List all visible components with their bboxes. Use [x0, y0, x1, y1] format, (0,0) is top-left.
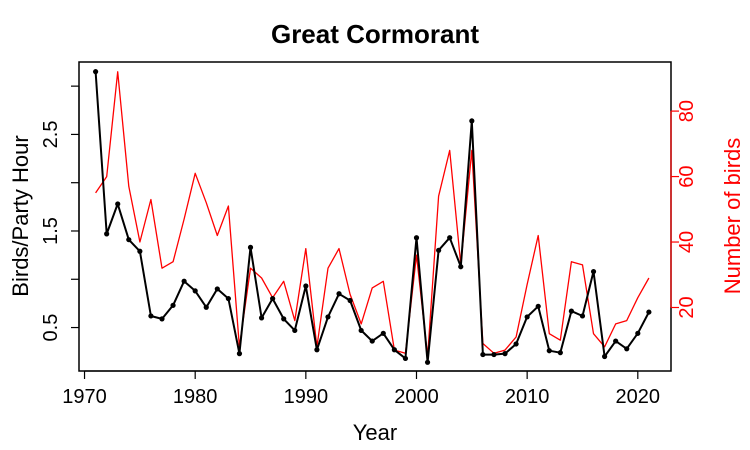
data-point	[115, 201, 121, 207]
y-right-tick-label: 80	[676, 100, 698, 122]
data-point	[170, 302, 176, 308]
series-left-line	[94, 71, 650, 364]
data-point	[181, 278, 187, 284]
data-point	[314, 347, 320, 353]
data-point	[568, 308, 575, 314]
data-point	[424, 359, 431, 365]
data-point	[402, 355, 409, 362]
data-point	[358, 327, 364, 334]
data-point	[635, 330, 641, 336]
data-point	[579, 313, 586, 319]
plot-box	[78, 61, 672, 372]
x-tick-label: 2020	[616, 386, 661, 408]
x-tick-label: 1980	[173, 386, 218, 408]
data-point	[524, 314, 530, 320]
data-point	[270, 295, 276, 302]
data-point	[225, 295, 231, 302]
data-point	[369, 338, 375, 344]
x-tick-label: 2000	[394, 386, 439, 408]
data-point	[513, 341, 519, 347]
data-point	[336, 291, 342, 297]
chart-title: Great Cormorant	[271, 19, 479, 49]
data-point	[137, 248, 143, 254]
series-left-birds-per-party-hour	[92, 69, 652, 365]
x-tick-label: 1970	[62, 386, 107, 408]
y-right-tick-label: 60	[676, 165, 698, 187]
data-point	[535, 303, 541, 309]
data-point	[126, 237, 132, 243]
data-point	[458, 264, 464, 270]
series-right-line	[95, 71, 650, 358]
data-point	[203, 304, 209, 310]
data-point	[104, 231, 110, 237]
data-point	[646, 309, 652, 315]
data-point	[480, 351, 486, 358]
data-point	[192, 288, 198, 294]
data-point	[281, 316, 287, 322]
y-axis-right-label: Number of birds	[720, 138, 745, 295]
data-point	[436, 247, 442, 253]
data-point	[557, 350, 563, 356]
data-point	[391, 347, 397, 353]
data-point	[292, 327, 298, 334]
y-right-tick-label: 40	[676, 231, 698, 253]
data-point	[236, 351, 243, 357]
x-axis: 1970 1980 1990 2000 2010 2020	[62, 370, 661, 408]
y-axis-left-label: Birds/Party Hour	[8, 135, 33, 296]
data-point	[159, 316, 165, 322]
x-tick-label: 2010	[505, 386, 550, 408]
x-axis-label: Year	[353, 420, 397, 445]
y-left-tick-label: 1.5	[40, 217, 62, 245]
data-point	[546, 348, 552, 354]
data-point	[92, 69, 99, 75]
data-point	[590, 268, 597, 275]
data-point	[469, 118, 475, 124]
data-point	[214, 286, 220, 292]
data-point	[247, 244, 254, 250]
data-point	[602, 353, 608, 360]
data-point	[491, 351, 497, 358]
data-point	[325, 314, 331, 320]
data-point	[624, 346, 630, 352]
y-right-tick-label: 20	[676, 296, 698, 318]
data-point	[347, 297, 353, 304]
data-point	[258, 315, 265, 321]
x-tick-label: 1990	[284, 386, 329, 408]
data-point	[148, 313, 154, 319]
data-point	[502, 351, 508, 357]
y-axis-left: 0.5 1.5 2.5	[40, 85, 80, 342]
y-left-tick-label: 2.5	[40, 121, 62, 149]
data-point	[613, 338, 619, 344]
data-point	[413, 235, 420, 241]
y-axis-right: 20 40 60 80	[670, 100, 698, 319]
series-right-number-of-birds	[95, 71, 650, 358]
data-point	[447, 235, 453, 241]
y-left-tick-label: 0.5	[40, 314, 62, 342]
data-point	[303, 283, 309, 289]
data-point	[380, 330, 386, 336]
